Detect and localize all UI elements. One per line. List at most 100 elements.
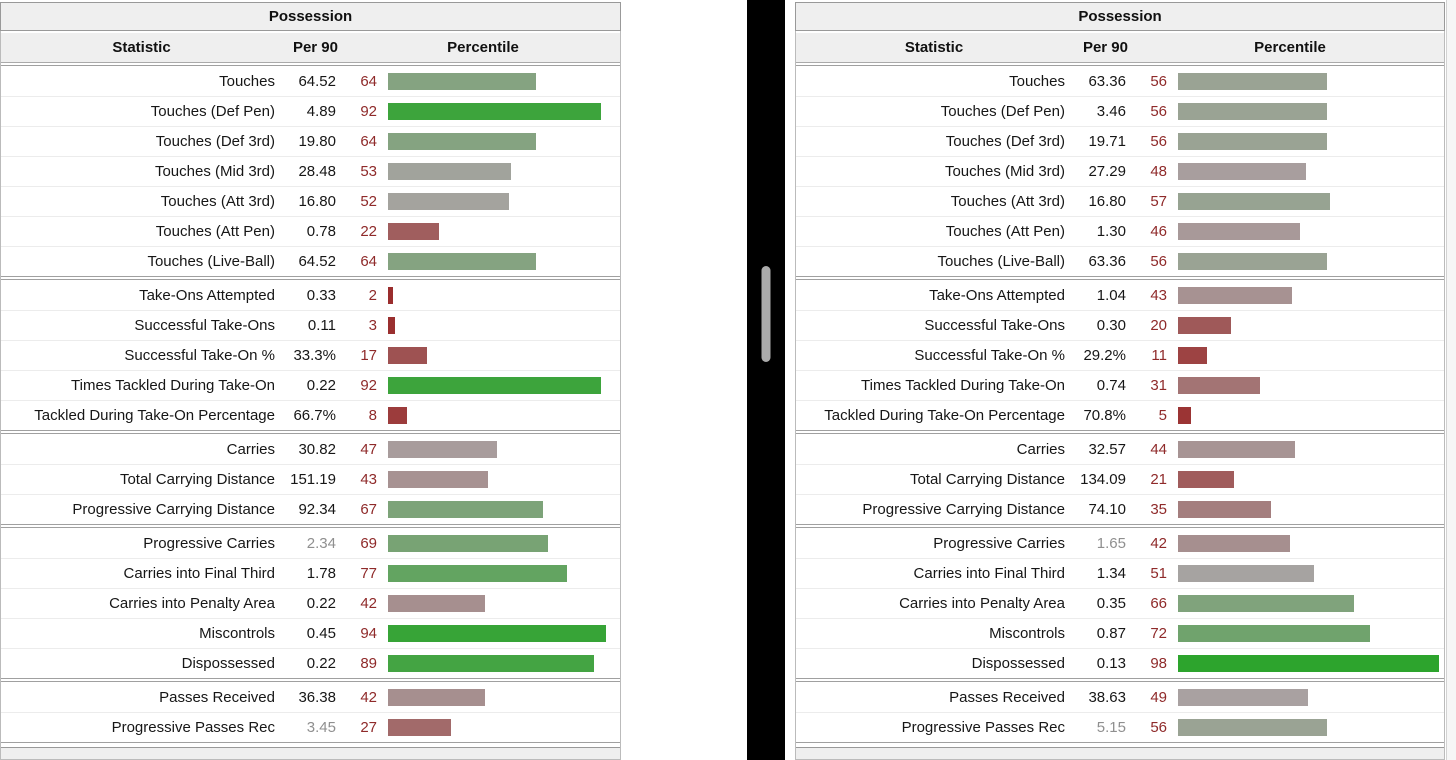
percentile-value: 17	[360, 347, 377, 364]
percentile-bar-area	[382, 565, 620, 582]
table-row: Miscontrols 0.45 94	[1, 618, 620, 648]
table-row: Tackled During Take-On Percentage 70.8% 5	[796, 400, 1444, 430]
percentile-value: 56	[1150, 72, 1167, 90]
stat-label: Carries	[226, 440, 275, 458]
column-header-per90: Per 90	[292, 39, 338, 56]
per90-value: 19.80	[298, 133, 336, 150]
table-row: Touches (Def 3rd) 19.71 56	[796, 126, 1444, 156]
table-row: Passes Received 36.38 42	[1, 682, 620, 712]
percentile-value: 51	[1150, 565, 1167, 582]
percentile-bar	[1178, 347, 1208, 364]
percentile-bar	[388, 595, 486, 612]
percentile-bar-area	[1172, 440, 1444, 458]
percentile-value: 22	[360, 223, 377, 240]
per90-value: 2.34	[306, 534, 336, 552]
stat-label: Times Tackled During Take-On	[861, 377, 1065, 394]
percentile-value: 98	[1150, 655, 1167, 672]
percentile-bar-area	[382, 253, 620, 270]
percentile-bar-area	[382, 719, 620, 736]
percentile-bar	[1178, 719, 1327, 736]
stat-label: Progressive Carries	[143, 534, 275, 552]
percentile-bar	[388, 688, 486, 706]
percentile-bar-area	[1172, 193, 1444, 210]
per90-value: 0.45	[306, 625, 336, 642]
table-row: Progressive Carrying Distance 74.10 35	[796, 494, 1444, 524]
table-row: Progressive Passes Rec 5.15 56	[796, 712, 1444, 742]
stat-label: Total Carrying Distance	[119, 471, 275, 488]
table-row: Touches (Att 3rd) 16.80 52	[1, 186, 620, 216]
percentile-value: 56	[1150, 719, 1167, 736]
table-row: Touches (Def Pen) 4.89 92	[1, 96, 620, 126]
table-row: Progressive Passes Rec 3.45 27	[1, 712, 620, 742]
table-row: Times Tackled During Take-On 0.74 31	[796, 370, 1444, 400]
percentile-bar-area	[382, 347, 620, 364]
percentile-value: 77	[360, 565, 377, 582]
stat-label: Carries into Penalty Area	[109, 595, 275, 612]
percentile-value: 92	[360, 103, 377, 120]
percentile-bar-area	[382, 223, 620, 240]
percentile-bar	[388, 223, 440, 240]
percentile-bar-area	[382, 286, 620, 304]
percentile-bar	[388, 133, 537, 150]
table-row: Touches (Live-Ball) 64.52 64	[1, 246, 620, 276]
percentile-bar	[388, 163, 511, 180]
percentile-bar	[1178, 534, 1290, 552]
per90-value: 0.30	[1096, 317, 1126, 334]
table-row: Carries into Final Third 1.78 77	[1, 558, 620, 588]
table-title: Possession	[0, 2, 621, 31]
percentile-value: 49	[1150, 688, 1167, 706]
stat-label: Progressive Carries	[933, 534, 1065, 552]
percentile-bar	[1178, 133, 1327, 150]
percentile-bar	[1178, 440, 1296, 458]
stat-label: Touches (Def 3rd)	[155, 133, 275, 150]
percentile-value: 56	[1150, 133, 1167, 150]
percentile-value: 69	[360, 534, 377, 552]
percentile-value: 66	[1150, 595, 1167, 612]
percentile-bar-area	[382, 407, 620, 424]
stat-label: Progressive Passes Rec	[901, 719, 1065, 736]
table-row: Carries into Final Third 1.34 51	[796, 558, 1444, 588]
percentile-bar	[388, 534, 549, 552]
percentile-bar	[388, 471, 488, 488]
stat-label: Touches (Def 3rd)	[945, 133, 1065, 150]
per90-value: 0.11	[307, 317, 336, 334]
stat-label: Touches (Att 3rd)	[950, 193, 1065, 210]
percentile-bar-area	[1172, 534, 1444, 552]
percentile-bar	[1178, 286, 1293, 304]
scrollbar-thumb[interactable]	[761, 266, 771, 362]
percentile-bar	[388, 377, 602, 394]
stat-label: Successful Take-On %	[914, 347, 1065, 364]
right-scrollbar-track[interactable]	[1446, 0, 1456, 760]
percentile-bar	[1178, 377, 1261, 394]
table-header: Statistic Per 90 Percentile	[1, 33, 620, 63]
percentile-bar	[1178, 655, 1439, 672]
per90-value: 0.22	[306, 377, 336, 394]
stat-label: Miscontrols	[199, 625, 275, 642]
percentile-bar-area	[382, 501, 620, 518]
stat-group: Carries 30.82 47 Total Carrying Distance 151…	[1, 433, 620, 525]
stat-label: Touches (Att 3rd)	[160, 193, 275, 210]
stat-label: Progressive Passes Rec	[111, 719, 275, 736]
percentile-bar	[388, 347, 428, 364]
table-row: Total Carrying Distance 134.09 21	[796, 464, 1444, 494]
table-row: Touches (Def Pen) 3.46 56	[796, 96, 1444, 126]
percentile-bar-area	[382, 440, 620, 458]
percentile-value: 44	[1150, 440, 1167, 458]
stat-label: Tackled During Take-On Percentage	[34, 407, 275, 424]
stat-label: Miscontrols	[989, 625, 1065, 642]
stat-group: Touches 64.52 64 Touches (Def Pen) 4.89 92 Tou…	[1, 65, 620, 277]
stat-label: Touches (Def Pen)	[150, 103, 275, 120]
percentile-bar-area	[1172, 471, 1444, 488]
next-section-header-partial	[1, 747, 620, 759]
percentile-value: 3	[368, 317, 377, 334]
percentile-value: 20	[1150, 317, 1167, 334]
table-row: Take-Ons Attempted 0.33 2	[1, 280, 620, 310]
percentile-value: 89	[360, 655, 377, 672]
table-row: Take-Ons Attempted 1.04 43	[796, 280, 1444, 310]
percentile-bar	[1178, 471, 1234, 488]
percentile-value: 27	[360, 719, 377, 736]
percentile-value: 47	[360, 440, 377, 458]
stat-label: Progressive Carrying Distance	[862, 501, 1065, 518]
stat-label: Touches (Att Pen)	[155, 223, 275, 240]
table-row: Total Carrying Distance 151.19 43	[1, 464, 620, 494]
